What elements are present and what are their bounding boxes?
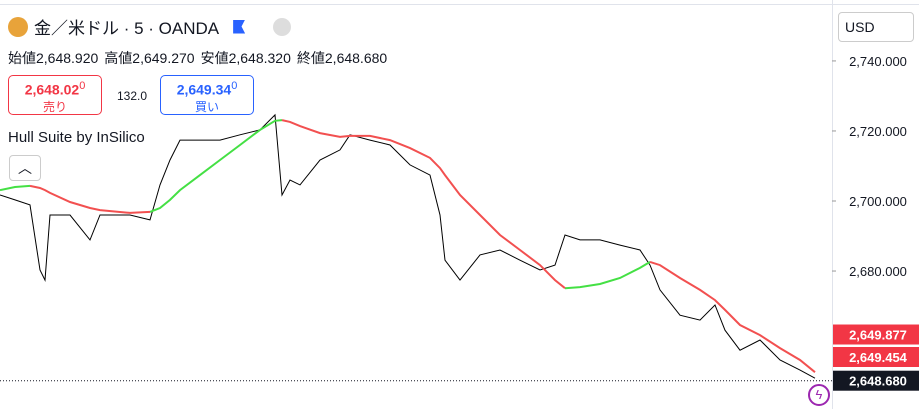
ohlc-value: 2,648.920 [36, 50, 99, 66]
y-tick-label: 2,680.000 [849, 264, 907, 279]
buy-button[interactable]: 2,649.340 買い [160, 75, 254, 115]
price-line [0, 113, 816, 379]
symbol-title[interactable]: 金／米ドル · 5 · OANDA [34, 19, 220, 38]
flag[interactable] [233, 19, 246, 34]
sell-price: 2,648.02 [24, 81, 80, 98]
indicator[interactable]: Hull Suite by InSilico [8, 129, 145, 146]
ohlc-label: 始値 [8, 50, 36, 66]
ohlc-value: 2,649.270 [132, 50, 195, 66]
buy-price: 2,649.34 [176, 81, 232, 98]
spread: 132.0 [117, 89, 148, 103]
currency-select[interactable]: USD [838, 12, 914, 42]
price-tag-label: 2,649.454 [849, 350, 908, 365]
ohlc-value: 2,648.320 [228, 50, 291, 66]
alert-icon[interactable]: ϟ [808, 384, 830, 406]
y-tick-label: 2,740.000 [849, 54, 907, 69]
price-tag [833, 324, 919, 345]
ohlc-label: 安値 [200, 50, 229, 66]
sell-small: 0 [79, 80, 86, 92]
collapse[interactable] [273, 17, 292, 36]
hull-line [29, 119, 816, 373]
y-tick-label: 2,720.000 [849, 124, 907, 139]
buy-small: 0 [231, 80, 238, 92]
ohlc-label: 終値 [296, 50, 325, 66]
ohlc-label: 高値 [104, 50, 133, 66]
price-tag-label: 2,648.680 [849, 374, 907, 389]
header: 金／米ドル · 5 · OANDA [8, 14, 292, 39]
sell-button[interactable]: 2,648.020 売り [8, 75, 102, 115]
ohlc-value: 2,648.680 [324, 50, 388, 66]
toggle-button[interactable]: ︿ [9, 155, 41, 181]
price-tag [833, 346, 919, 367]
ohlc: 始値2,648.920 高値2,649.270 安値2,648.320 終値2,648… [8, 48, 393, 68]
price-tag-label: 2,649.877 [849, 328, 907, 343]
sell-label: 売り [42, 99, 67, 114]
buy-label: 買い [194, 99, 219, 114]
price-tag [833, 370, 919, 391]
y-tick-label: 2,700.000 [849, 194, 907, 209]
symbol-icon [8, 16, 28, 37]
hull-line [0, 119, 651, 290]
